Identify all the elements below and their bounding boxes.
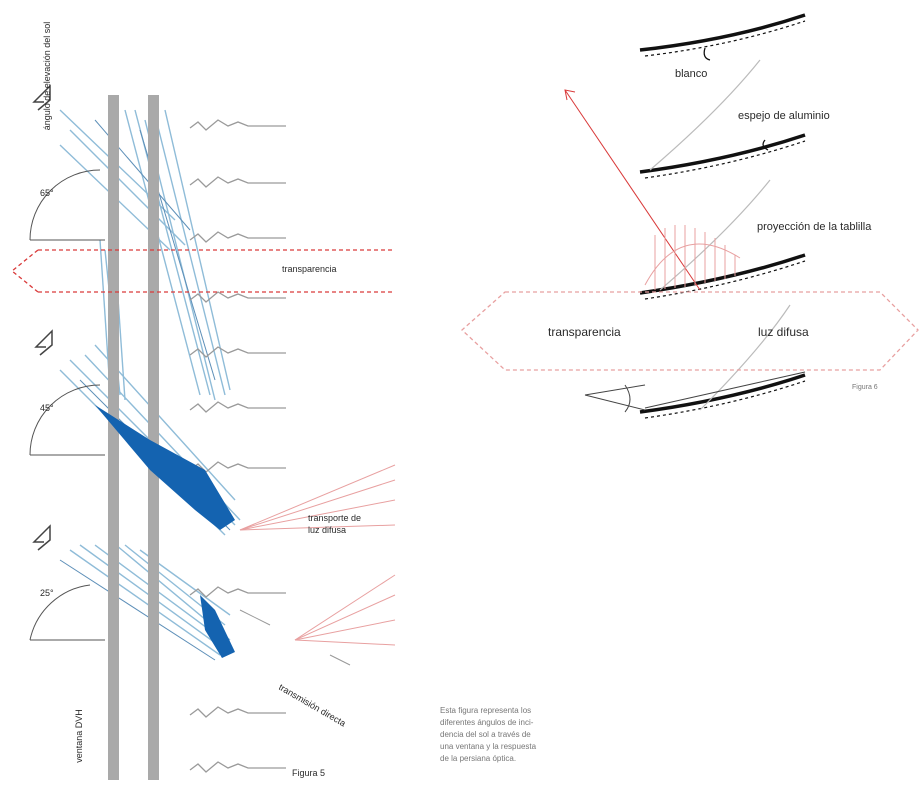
window-label: ventana DVH: [74, 709, 84, 763]
blade-wedge-45: [95, 405, 235, 530]
sun-ray: [564, 89, 701, 291]
blade-wedge-25: [200, 595, 235, 658]
transparency-arrow: [10, 249, 395, 293]
label-blanco: blanco: [675, 68, 708, 80]
transparency-big-arrow: [461, 291, 919, 371]
diffuse-transport-line-1: transporte de: [308, 513, 362, 523]
label-espejo-aluminio: espejo de aluminio: [738, 110, 830, 122]
diffuse-rays: [239, 464, 396, 646]
left-figure: [10, 84, 396, 780]
angle-label-25: 25°: [40, 588, 54, 598]
caption-line: Esta figura representa los: [440, 706, 532, 715]
angle-arcs: [29, 169, 105, 641]
caption: Esta figura representa los diferentes án…: [440, 705, 655, 765]
sun-elevation-label: ángulo de elevación del sol: [42, 21, 52, 131]
label-transparencia: transparencia: [548, 325, 621, 339]
right-figure: [461, 13, 919, 419]
sun-arrows: [32, 84, 53, 551]
caption-line: de la persiana óptica.: [440, 754, 517, 763]
caption-line: una ventana y la respuesta: [440, 742, 537, 751]
angle-label-65: 65°: [40, 188, 54, 198]
glass-pane-outer: [108, 95, 119, 780]
transparency-label-left: transparencia: [282, 264, 337, 274]
diffuse-transport-label: transporte de luz difusa: [308, 512, 361, 536]
caption-line: diferentes ángulos de inci-: [440, 718, 534, 727]
figure-5-label: Figura 5: [292, 768, 326, 778]
blade-profiles: [189, 119, 286, 773]
angle-label-45: 45°: [40, 403, 54, 413]
slats: [639, 13, 806, 414]
slat-projection: [644, 225, 741, 290]
glass-pane-inner: [148, 95, 159, 780]
label-luz-difusa: luz difusa: [758, 325, 809, 339]
figure-6-label: Figura 6: [852, 384, 878, 391]
caption-line: dencia del sol a través de: [440, 730, 531, 739]
diffuse-transport-line-2: luz difusa: [308, 525, 347, 535]
label-proyeccion-tablilla: proyección de la tablilla: [757, 221, 872, 233]
